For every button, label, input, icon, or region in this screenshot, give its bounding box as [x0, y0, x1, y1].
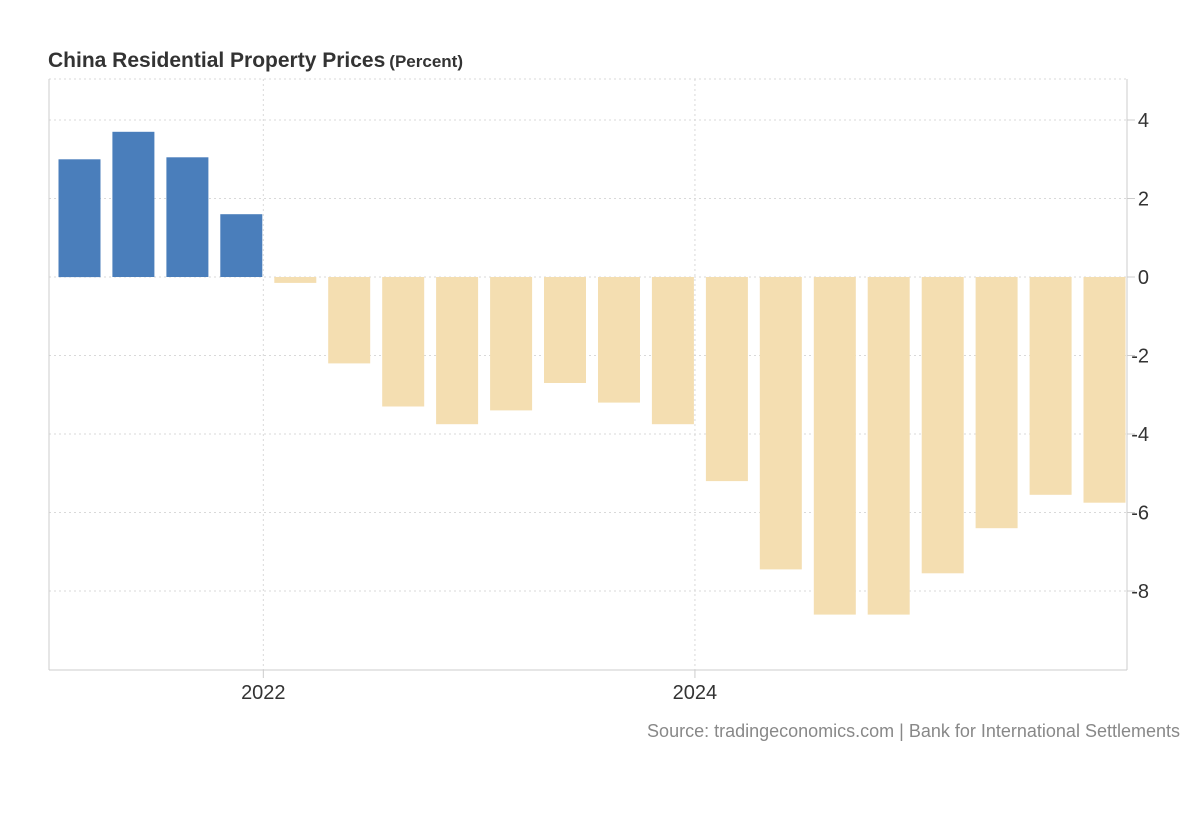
chart-unit: (Percent) — [389, 52, 463, 71]
bar-negative[interactable] — [598, 277, 640, 403]
bar-negative[interactable] — [328, 277, 371, 364]
bar-negative[interactable] — [382, 277, 425, 407]
bar-positive[interactable] — [58, 159, 101, 278]
bar-negative[interactable] — [651, 277, 694, 425]
bar-negative[interactable] — [813, 277, 856, 615]
y-tick-label: 2 — [1138, 189, 1149, 211]
bar-negative[interactable] — [1029, 277, 1072, 495]
bar-negative[interactable] — [1083, 277, 1126, 503]
bar-negative[interactable] — [867, 277, 910, 615]
bar-negative[interactable] — [274, 277, 317, 283]
bar-negative[interactable] — [975, 277, 1018, 529]
bar-negative[interactable] — [490, 277, 533, 411]
bar-negative[interactable] — [921, 277, 964, 574]
y-tick-label: -6 — [1131, 503, 1149, 525]
bar-positive[interactable] — [220, 214, 263, 277]
y-tick-label: 4 — [1138, 110, 1149, 132]
y-tick-label: -2 — [1131, 346, 1149, 368]
y-tick-label: 0 — [1138, 267, 1149, 289]
x-tick-label: 2024 — [673, 682, 718, 704]
source-note: Source: tradingeconomics.com | Bank for … — [647, 721, 1180, 741]
axis-layer: 4 2 0 -2 -4 -6 -8 2022 2024 — [48, 79, 1149, 704]
bars-layer — [58, 131, 1126, 615]
bar-positive[interactable] — [166, 157, 209, 277]
chart-title-text: China Residential Property Prices — [48, 49, 386, 72]
chart-title: China Residential Property Prices (Percen… — [48, 38, 463, 75]
bar-negative[interactable] — [705, 277, 748, 482]
bar-positive[interactable] — [112, 131, 155, 277]
bar-negative[interactable] — [544, 277, 586, 383]
y-tick-label: -8 — [1131, 581, 1149, 603]
grid-layer — [49, 78, 1127, 670]
y-tick-label: -4 — [1131, 424, 1149, 446]
x-tick-label: 2022 — [241, 682, 286, 704]
bar-negative[interactable] — [759, 277, 802, 570]
bar-negative[interactable] — [436, 277, 479, 425]
